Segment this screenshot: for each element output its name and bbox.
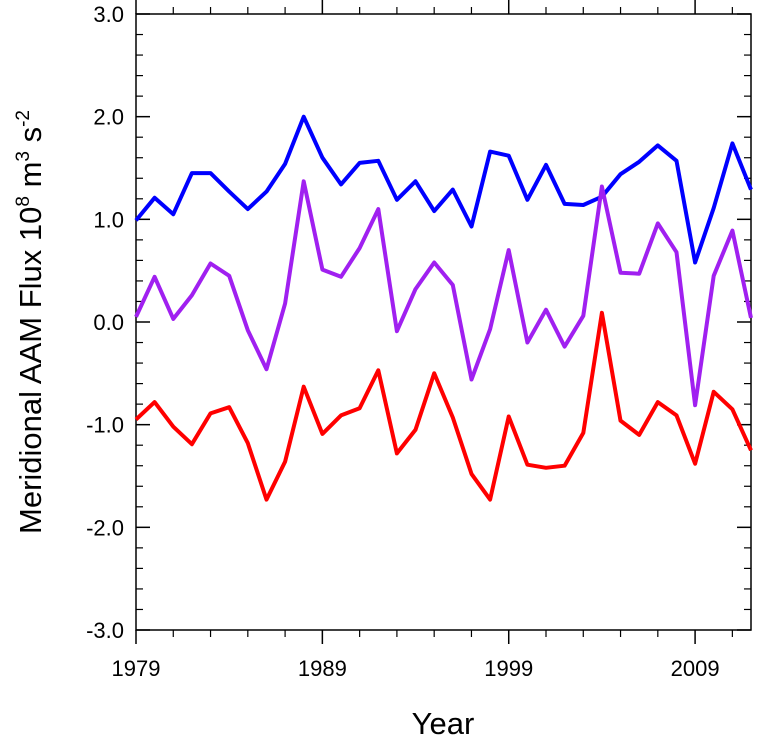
x-tick-label: 1989 (298, 656, 347, 681)
axis-ticks (135, 0, 751, 644)
series-lines (134, 114, 753, 502)
axis-tick-labels: -3.0 -2.0 -1.0 0.0 1.0 2.0 3.0 1979 1989 1999 2009 (86, 2, 719, 681)
x-tick-label: 1999 (484, 656, 533, 681)
series-line-2 (134, 179, 753, 408)
series-line-1 (134, 114, 753, 265)
y-tick-label: 1.0 (93, 207, 124, 232)
y-tick-label: -2.0 (86, 515, 124, 540)
y-tick-label: 2.0 (93, 105, 124, 130)
plot-frame (135, 13, 752, 631)
y-tick-label: 3.0 (93, 2, 124, 27)
x-tick-label: 1979 (112, 656, 161, 681)
y-tick-label: 0.0 (93, 310, 124, 335)
y-tick-label: -1.0 (86, 413, 124, 438)
x-tick-label: 2009 (671, 656, 720, 681)
x-axis-title: Year (412, 706, 475, 739)
series-line-3 (134, 310, 753, 502)
y-axis-title: Meridional AAM Flux 108 m3 s-2 (13, 110, 48, 534)
y-tick-label: -3.0 (86, 618, 124, 643)
